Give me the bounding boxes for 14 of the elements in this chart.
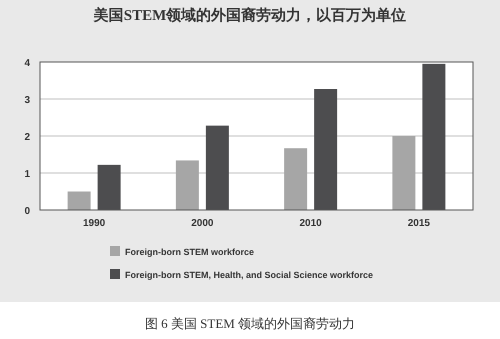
x-tick-label: 2015 bbox=[408, 218, 430, 229]
x-tick-label: 2010 bbox=[300, 218, 322, 229]
legend-label: Foreign-born STEM workforce bbox=[125, 247, 254, 257]
y-tick-label: 0 bbox=[24, 206, 30, 217]
x-tick-label: 2000 bbox=[191, 218, 214, 229]
y-tick-label: 2 bbox=[24, 132, 30, 143]
y-tick-label: 1 bbox=[24, 169, 30, 180]
bar bbox=[68, 192, 91, 210]
legend-label: Foreign-born STEM, Health, and Social Science workforce bbox=[125, 270, 374, 280]
y-tick-label: 4 bbox=[24, 58, 30, 69]
caption: 图 6 美国 STEM 领域的外国裔劳动力 bbox=[144, 316, 356, 331]
x-tick-label: 1990 bbox=[83, 218, 106, 229]
y-tick-label: 3 bbox=[24, 95, 30, 106]
chart-title: 美国STEM领域的外国裔劳动力，以百万为单位 bbox=[92, 6, 406, 24]
